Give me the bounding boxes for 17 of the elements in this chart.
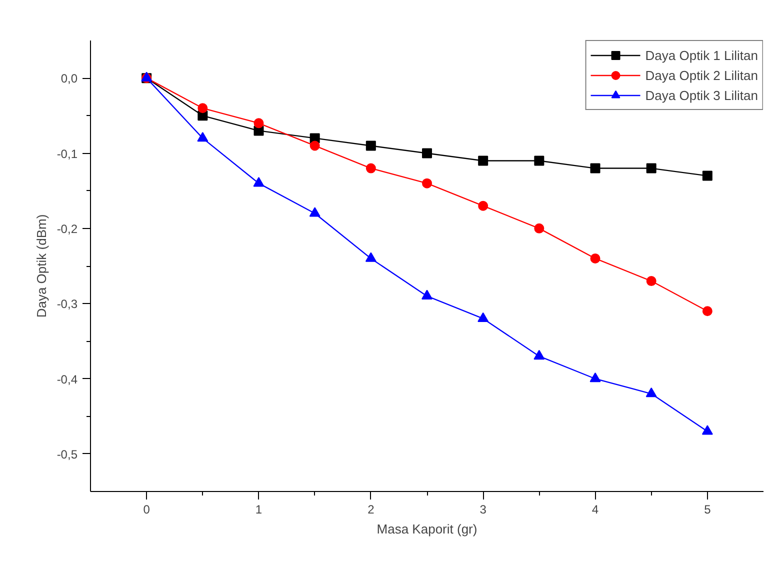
y-axis-title: Daya Optik (dBm)	[34, 214, 49, 318]
legend-label: Daya Optik 1 Lilitan	[645, 48, 758, 62]
x-tick-label: 2	[368, 502, 375, 516]
y-tick-label: -0,3	[56, 297, 78, 312]
x-tick-label: 0	[143, 502, 150, 516]
x-axis-title: Masa Kaporit (gr)	[376, 522, 478, 536]
x-tick-label: 4	[592, 502, 599, 516]
legend-label: Daya Optik 3 Lilitan	[645, 88, 758, 102]
x-tick-label: 1	[255, 502, 262, 516]
x-tick-label: 5	[704, 502, 712, 516]
y-tick-label: -0,5	[56, 447, 78, 462]
y-tick-label: 0,0	[60, 72, 78, 86]
legend-label: Daya Optik 2 Lilitan	[645, 68, 758, 82]
x-tick-label: 3	[480, 502, 487, 516]
y-tick-label: -0,1	[56, 146, 78, 161]
y-tick-label: -0,2	[56, 222, 78, 236]
y-tick-label: -0,4	[56, 372, 78, 386]
